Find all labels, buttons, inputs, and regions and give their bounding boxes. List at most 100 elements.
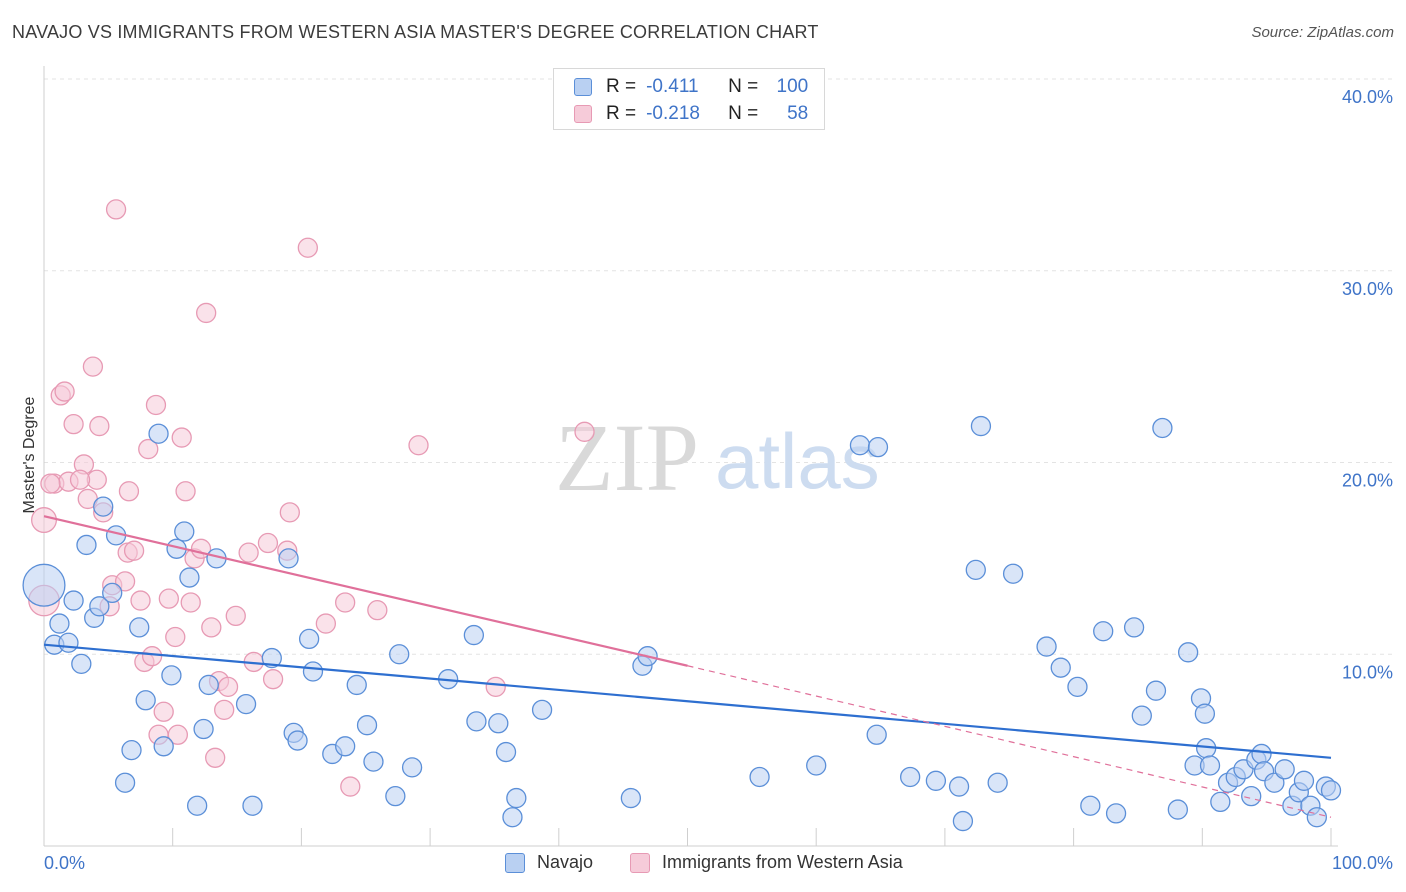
watermark: ZIP atlas xyxy=(555,404,880,511)
navajo-point xyxy=(235,693,257,715)
navajo-point xyxy=(193,718,214,740)
navajo-point xyxy=(1274,759,1295,780)
y-tick-label: 20.0% xyxy=(1342,471,1393,491)
immigrants-point xyxy=(340,776,361,797)
navajo-point xyxy=(466,711,487,732)
immigrants-point xyxy=(114,571,136,592)
immigrants-point xyxy=(574,421,595,442)
navajo-point xyxy=(948,776,970,797)
x-tick-label-max: 100.0% xyxy=(1332,853,1393,873)
navajo-point xyxy=(385,785,406,807)
x-tick-label-min: 0.0% xyxy=(44,853,85,873)
immigrants-point xyxy=(257,532,279,554)
immigrants-point xyxy=(30,507,58,534)
navajo-legend-swatch xyxy=(505,852,525,873)
navajo-point xyxy=(1036,636,1057,657)
y-tick-label: 40.0% xyxy=(1342,87,1393,107)
navajo-point xyxy=(849,435,871,456)
navajo-point xyxy=(1131,705,1152,726)
navajo-point xyxy=(1210,791,1231,813)
navajo-point xyxy=(506,787,527,809)
navajo-point xyxy=(866,724,887,745)
navajo-point xyxy=(63,590,84,611)
immigrants-legend-swatch xyxy=(630,852,650,873)
n-label: N = xyxy=(728,103,759,124)
navajo-point xyxy=(531,699,553,721)
navajo-point xyxy=(463,624,485,646)
navajo-point xyxy=(129,617,150,638)
navajo-point xyxy=(488,713,509,734)
navajo-point xyxy=(495,741,517,763)
immigrants-point xyxy=(297,237,318,258)
navajo-point xyxy=(1320,780,1342,801)
navajo-point xyxy=(987,772,1008,793)
navajo-point xyxy=(89,596,110,617)
immigrants-point xyxy=(153,701,174,722)
r-value: -0.411 xyxy=(646,76,699,97)
navajo-point xyxy=(76,534,97,556)
navajo-point xyxy=(952,810,974,832)
n-value: 58 xyxy=(787,103,809,124)
immigrants-point xyxy=(315,613,337,634)
stats-legend: R = -0.411 N = 100 R = -0.218 N = 58 xyxy=(553,68,825,130)
immigrants-point xyxy=(158,588,179,609)
navajo-point xyxy=(93,496,114,517)
immigrants-point xyxy=(408,435,429,456)
navajo-point xyxy=(1264,772,1285,793)
immigrants-point xyxy=(63,413,84,435)
immigrants-trend-line xyxy=(43,515,688,667)
immigrants-point xyxy=(485,676,506,697)
navajo-point xyxy=(148,423,169,444)
legend-item-navajo[interactable]: Navajo xyxy=(505,852,593,873)
navajo-point xyxy=(1093,621,1114,642)
immigrants-point xyxy=(175,481,196,502)
immigrants-point xyxy=(262,669,284,690)
navajo-point xyxy=(1145,680,1167,701)
navajo-point xyxy=(335,736,356,757)
navajo-point xyxy=(179,567,200,588)
navajo-point xyxy=(363,751,384,772)
n-value: 100 xyxy=(776,76,809,97)
stats-row-immigrants: R = -0.218 N = 58 xyxy=(574,102,808,126)
legend-item-immigrants[interactable]: Immigrants from Western Asia xyxy=(630,852,903,873)
immigrants-trend-line-extension xyxy=(687,665,1332,818)
navajo-point xyxy=(1050,657,1071,678)
navajo-point xyxy=(1067,676,1088,697)
navajo-point xyxy=(970,415,992,437)
immigrants-point xyxy=(196,302,217,324)
immigrants-point xyxy=(214,699,235,721)
axes xyxy=(43,66,1338,847)
navajo-point xyxy=(242,795,263,816)
navajo-point xyxy=(1105,803,1127,824)
navajo-swatch xyxy=(574,78,592,96)
y-ticks: 10.0% 20.0% 30.0% 40.0% xyxy=(1342,87,1393,682)
navajo-point xyxy=(198,674,219,696)
navajo-point xyxy=(1152,417,1173,439)
r-label: R = xyxy=(606,76,637,97)
series-navajo-points xyxy=(22,415,1342,832)
navajo-point xyxy=(114,772,136,793)
trend-lines xyxy=(43,515,1332,818)
navajo-point xyxy=(749,766,770,788)
immigrants-point xyxy=(69,469,91,490)
navajo-point xyxy=(965,559,986,581)
immigrants-point xyxy=(54,381,75,402)
navajo-point xyxy=(900,766,921,788)
navajo-point xyxy=(1306,807,1327,828)
r-label: R = xyxy=(606,103,637,124)
y-tick-label: 10.0% xyxy=(1342,662,1393,682)
navajo-point xyxy=(287,730,308,751)
navajo-point xyxy=(1123,617,1145,638)
immigrants-point xyxy=(138,438,159,460)
navajo-point xyxy=(401,757,423,778)
series-legend: Navajo Immigrants from Western Asia xyxy=(0,852,1406,878)
navajo-point xyxy=(302,661,324,682)
navajo-point xyxy=(102,582,123,604)
navajo-point xyxy=(71,653,92,674)
stats-row-navajo: R = -0.411 N = 100 xyxy=(574,75,808,99)
immigrants-point xyxy=(105,199,127,220)
navajo-point xyxy=(1194,703,1216,724)
immigrants-point xyxy=(165,626,186,648)
watermark-zip: ZIP xyxy=(555,404,699,511)
